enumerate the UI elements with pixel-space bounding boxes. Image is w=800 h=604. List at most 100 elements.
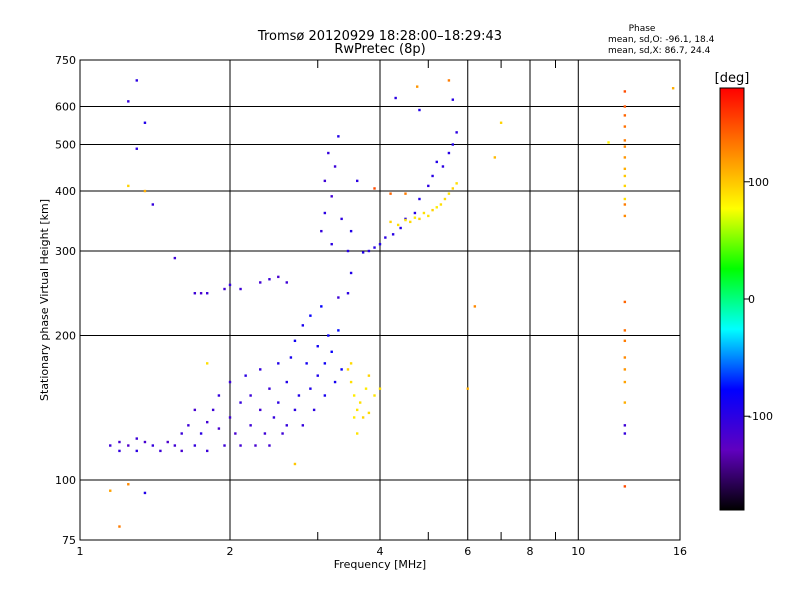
data-point [394, 96, 397, 100]
data-point [239, 401, 242, 404]
colorbar [719, 87, 745, 511]
data-point [205, 420, 209, 424]
data-point [623, 380, 627, 384]
data-point [451, 187, 455, 190]
data-point [173, 256, 177, 260]
data-point [285, 380, 288, 384]
data-point [293, 339, 297, 343]
colorbar-label: [deg] [715, 71, 750, 86]
data-point [118, 525, 121, 528]
data-point [289, 356, 293, 359]
data-point [143, 491, 147, 495]
data-point [297, 394, 301, 397]
data-point [320, 305, 323, 308]
data-point [309, 314, 312, 317]
data-point [135, 449, 138, 453]
data-point [447, 79, 451, 82]
data-point [180, 449, 183, 453]
data-point [151, 203, 155, 206]
data-point [355, 179, 359, 183]
data-point [309, 387, 312, 390]
data-point [217, 394, 221, 397]
data-point [228, 416, 232, 419]
y-tick-label: 200 [55, 330, 76, 343]
data-point [337, 296, 340, 299]
data-point [285, 424, 288, 427]
data-point [455, 131, 458, 134]
data-point [418, 217, 421, 221]
data-point [323, 211, 327, 215]
data-point [159, 449, 162, 453]
data-point [431, 174, 434, 178]
data-point [333, 165, 337, 168]
data-point [166, 440, 169, 444]
data-point [623, 300, 627, 304]
data-point [391, 233, 395, 236]
colorbar-ticks: 100 0 -100 [744, 176, 773, 423]
data-point [623, 214, 627, 218]
data-point [118, 440, 121, 444]
data-point [404, 192, 407, 195]
data-point [493, 156, 497, 159]
data-point [180, 432, 183, 435]
data-point [623, 125, 627, 128]
data-point [623, 105, 627, 108]
data-point [396, 223, 400, 227]
data-point [355, 432, 359, 435]
data-point [418, 108, 421, 112]
colorbar-tick-label: 0 [748, 293, 755, 306]
data-point [349, 271, 353, 275]
data-point [439, 203, 443, 206]
data-point [277, 401, 280, 404]
data-point [607, 141, 610, 144]
data-point [223, 444, 226, 447]
data-point [623, 139, 627, 142]
data-point [268, 278, 271, 281]
data-point [466, 387, 469, 390]
data-point [378, 387, 382, 390]
x-tick-label: 16 [673, 545, 687, 558]
y-tick-label: 400 [55, 185, 76, 198]
data-point [378, 242, 382, 246]
data-point [228, 283, 232, 287]
data-point [361, 416, 365, 419]
data-point [352, 394, 356, 397]
data-point [173, 444, 177, 447]
data-point [135, 147, 138, 150]
data-point [346, 292, 350, 295]
data-point [234, 432, 237, 435]
data-point [281, 432, 284, 435]
data-point [623, 167, 627, 171]
data-point [373, 187, 376, 190]
data-point [127, 184, 130, 188]
data-point [413, 211, 417, 215]
phase-line-o: mean, sd,O: -96.1, 18.4 [608, 35, 715, 45]
data-point [205, 292, 209, 295]
colorbar-tick-label: -100 [748, 410, 773, 423]
data-point [217, 427, 221, 430]
data-point [422, 211, 426, 215]
data-point [623, 145, 627, 148]
data-point [441, 165, 445, 168]
data-point [109, 444, 112, 447]
data-point [301, 424, 305, 427]
data-point [277, 362, 280, 365]
y-tick-label: 75 [62, 534, 76, 547]
data-point [333, 380, 337, 384]
data-point [305, 362, 308, 365]
y-tick-label: 300 [55, 245, 76, 258]
data-point [623, 356, 627, 359]
data-point [384, 236, 387, 239]
data-point [623, 174, 627, 178]
data-point [367, 374, 371, 377]
x-tick-label: 10 [571, 545, 585, 558]
data-point [671, 87, 675, 90]
data-point [316, 374, 319, 377]
data-point [239, 287, 242, 291]
data-point [455, 182, 458, 185]
data-point [127, 444, 130, 447]
phase-line-x: mean, sd,X: 86.7, 24.4 [608, 46, 711, 56]
data-point [118, 449, 121, 453]
data-point [199, 292, 203, 295]
